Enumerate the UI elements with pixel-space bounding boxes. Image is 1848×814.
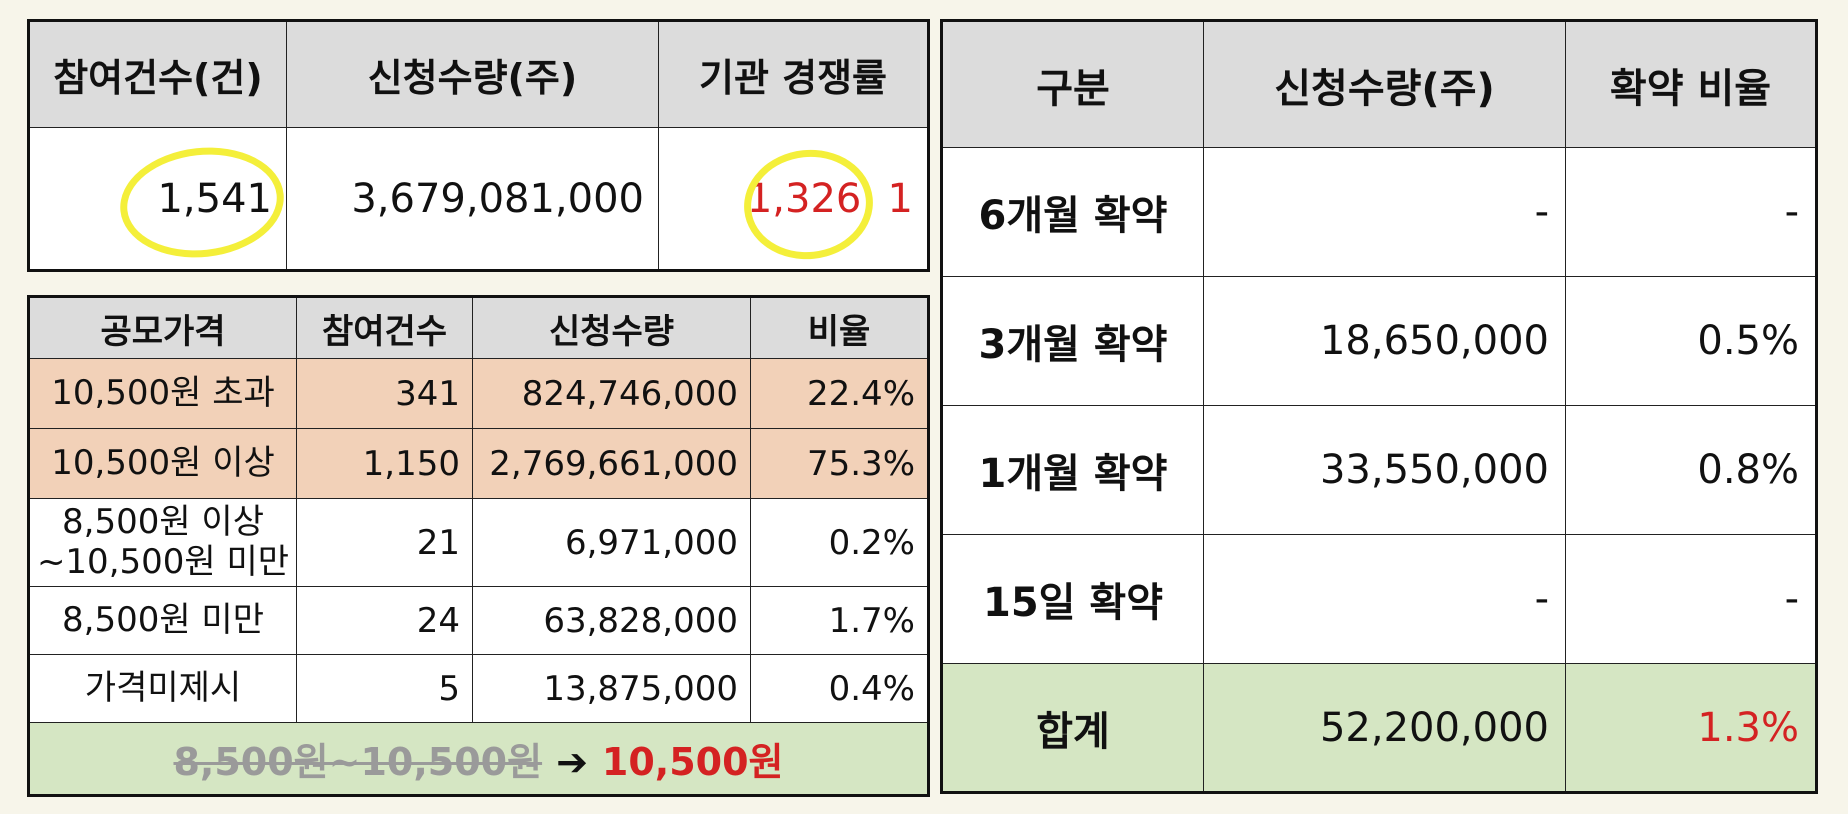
lockup-header-row: 구분 신청수량(주) 확약 비율 <box>941 20 1817 148</box>
row-label: 가격미제시 <box>28 654 297 723</box>
old-price-range: 8,500원~10,500원 <box>173 740 543 784</box>
table-row: 15일 확약 - - <box>941 534 1817 664</box>
total-ratio: 1.3% <box>1565 663 1817 793</box>
row-qty: 18,650,000 <box>1203 276 1566 406</box>
row-qty: 824,746,000 <box>472 358 751 429</box>
row-qty: 33,550,000 <box>1203 405 1566 535</box>
row-ratio: 0.2% <box>750 498 929 587</box>
row-ratio: 0.5% <box>1565 276 1817 406</box>
header-participation-count: 참여건수(건) <box>28 20 287 128</box>
row-label: 15일 확약 <box>941 534 1204 664</box>
header-subscription-qty: 신청수량(주) <box>1203 20 1566 148</box>
table-row: 8,500원 이상 ~10,500원 미만 21 6,971,000 0.2% <box>28 498 929 587</box>
final-offer-price: 10,500원 <box>601 740 784 784</box>
table-row: 3개월 확약 18,650,000 0.5% <box>941 276 1817 406</box>
table-row: 가격미제시 5 13,875,000 0.4% <box>28 654 929 723</box>
header-competition-rate: 기관 경쟁률 <box>658 20 929 128</box>
row-qty: 2,769,661,000 <box>472 428 751 499</box>
table-row: 8,500원 미만 24 63,828,000 1.7% <box>28 586 929 655</box>
row-label: 8,500원 이상 ~10,500원 미만 <box>28 498 297 587</box>
row-qty: - <box>1203 534 1566 664</box>
row-label: 10,500원 초과 <box>28 358 297 429</box>
row-ratio: 22.4% <box>750 358 929 429</box>
table-row: 10,500원 이상 1,150 2,769,661,000 75.3% <box>28 428 929 499</box>
summary-header-row: 참여건수(건) 신청수량(주) 기관 경쟁률 <box>28 20 929 128</box>
row-count: 1,150 <box>296 428 473 499</box>
row-count: 341 <box>296 358 473 429</box>
competition-rate-value: 1,326: 1 <box>746 175 913 222</box>
row-label: 3개월 확약 <box>941 276 1204 406</box>
table-row: 10,500원 초과 341 824,746,000 22.4% <box>28 358 929 429</box>
total-label: 합계 <box>941 663 1204 793</box>
header-lockup-ratio: 확약 비율 <box>1565 20 1817 148</box>
header-count: 참여건수 <box>296 296 473 359</box>
row-ratio: - <box>1565 534 1817 664</box>
row-label: 6개월 확약 <box>941 147 1204 277</box>
row-qty: - <box>1203 147 1566 277</box>
row-qty: 6,971,000 <box>472 498 751 587</box>
header-subscription-qty: 신청수량(주) <box>286 20 659 128</box>
header-category: 구분 <box>941 20 1204 148</box>
row-label: 10,500원 이상 <box>28 428 297 499</box>
lockup-table: 구분 신청수량(주) 확약 비율 6개월 확약 - - 3개월 확약 18,65… <box>940 19 1818 794</box>
competition-rate-cell: 1,326: 1 <box>658 127 929 271</box>
row-ratio: 75.3% <box>750 428 929 499</box>
row-label: 1개월 확약 <box>941 405 1204 535</box>
row-ratio: 0.8% <box>1565 405 1817 535</box>
total-row: 합계 52,200,000 1.3% <box>941 663 1817 793</box>
summary-value-row: 1,541 3,679,081,000 1,326: 1 <box>28 127 929 271</box>
arrow-right-icon: ➔ <box>556 740 588 784</box>
final-price-note: 8,500원~10,500원 ➔ 10,500원 <box>28 722 929 796</box>
header-ratio: 비율 <box>750 296 929 359</box>
row-count: 5 <box>296 654 473 723</box>
row-count: 24 <box>296 586 473 655</box>
row-qty: 63,828,000 <box>472 586 751 655</box>
participation-count-value: 1,541 <box>157 175 272 222</box>
header-qty: 신청수량 <box>472 296 751 359</box>
table-row: 6개월 확약 - - <box>941 147 1817 277</box>
row-ratio: - <box>1565 147 1817 277</box>
summary-table: 참여건수(건) 신청수량(주) 기관 경쟁률 1,541 3,679,081,0… <box>27 19 930 272</box>
price-header-row: 공모가격 참여건수 신청수량 비율 <box>28 296 929 359</box>
row-ratio: 0.4% <box>750 654 929 723</box>
table-row: 1개월 확약 33,550,000 0.8% <box>941 405 1817 535</box>
total-qty: 52,200,000 <box>1203 663 1566 793</box>
price-footer-row: 8,500원~10,500원 ➔ 10,500원 <box>28 722 929 796</box>
header-offer-price: 공모가격 <box>28 296 297 359</box>
participation-count-cell: 1,541 <box>28 127 287 271</box>
subscription-qty-value: 3,679,081,000 <box>286 127 659 271</box>
price-demand-table: 공모가격 참여건수 신청수량 비율 10,500원 초과 341 824,746… <box>27 295 930 797</box>
row-ratio: 1.7% <box>750 586 929 655</box>
row-qty: 13,875,000 <box>472 654 751 723</box>
row-label: 8,500원 미만 <box>28 586 297 655</box>
row-count: 21 <box>296 498 473 587</box>
